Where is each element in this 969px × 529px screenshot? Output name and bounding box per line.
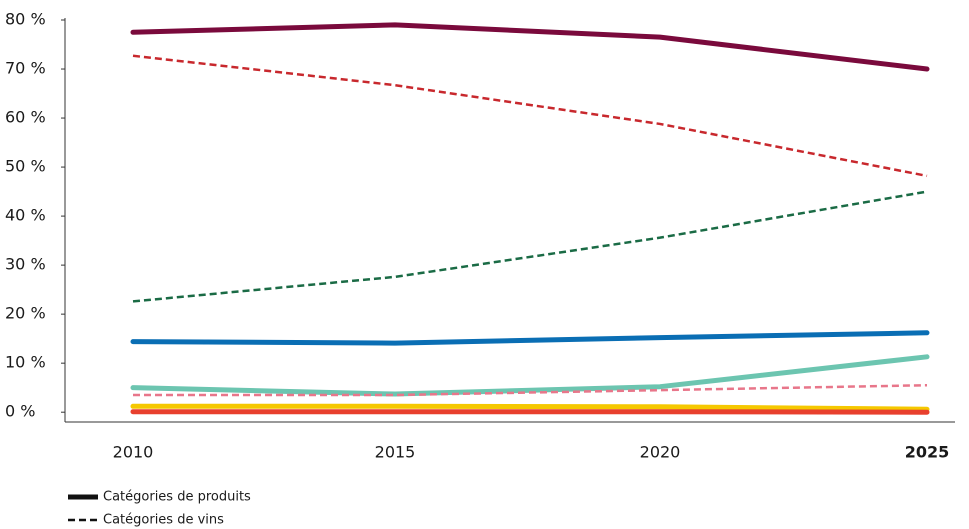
y-tick-label: 0 % [5,402,35,421]
y-tick-label: 20 % [5,304,46,323]
series-line [133,383,928,397]
y-tick-label: 70 % [5,59,46,78]
series-line [130,22,930,72]
y-tick-label: 60 % [5,108,46,127]
y-tick-label: 10 % [5,353,46,372]
y-tick-label: 30 % [5,255,46,274]
series-line [130,354,930,397]
series-line [132,190,928,303]
x-tick-label: 2015 [375,443,416,462]
y-tick-label: 40 % [5,206,46,225]
x-tick-label: 2025 [905,443,950,462]
legend-label: Catégories de vins [103,513,224,528]
series-line [130,403,930,412]
series-line [132,54,928,178]
legend-label: Catégories de produits [103,490,251,505]
x-tick-label: 2020 [640,443,681,462]
series-line [130,330,930,346]
x-tick-label: 2010 [113,443,154,462]
y-tick-label: 50 % [5,157,46,176]
y-tick-label: 80 % [5,10,46,29]
